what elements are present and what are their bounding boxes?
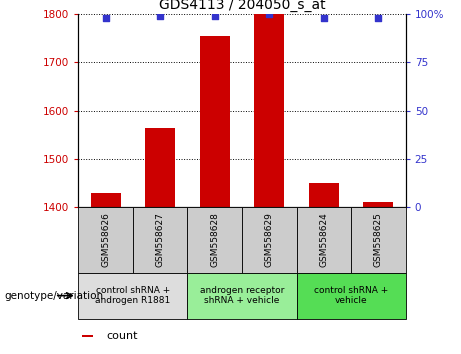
FancyBboxPatch shape — [351, 207, 406, 273]
Text: GSM558628: GSM558628 — [210, 212, 219, 267]
Bar — [309, 183, 339, 207]
FancyBboxPatch shape — [242, 207, 296, 273]
Bar — [363, 202, 393, 207]
Bar — [145, 127, 175, 207]
Point — [266, 11, 273, 17]
Point — [375, 15, 382, 21]
FancyBboxPatch shape — [188, 273, 296, 319]
FancyBboxPatch shape — [188, 207, 242, 273]
Text: control shRNA +
vehicle: control shRNA + vehicle — [314, 286, 388, 305]
FancyBboxPatch shape — [133, 207, 188, 273]
Text: GSM558625: GSM558625 — [374, 212, 383, 267]
Text: genotype/variation: genotype/variation — [5, 291, 104, 301]
FancyBboxPatch shape — [78, 273, 188, 319]
Point — [102, 15, 109, 21]
FancyBboxPatch shape — [296, 207, 351, 273]
Bar — [200, 36, 230, 207]
Text: GSM558627: GSM558627 — [156, 212, 165, 267]
Bar — [254, 14, 284, 207]
Bar — [91, 193, 121, 207]
Text: GSM558624: GSM558624 — [319, 212, 328, 267]
Bar — [82, 335, 93, 337]
FancyBboxPatch shape — [296, 273, 406, 319]
FancyBboxPatch shape — [78, 207, 133, 273]
Point — [157, 13, 164, 19]
Text: control shRNA +
androgen R1881: control shRNA + androgen R1881 — [95, 286, 171, 305]
Title: GDS4113 / 204050_s_at: GDS4113 / 204050_s_at — [159, 0, 325, 12]
Text: count: count — [106, 331, 138, 341]
Text: GSM558629: GSM558629 — [265, 212, 274, 267]
Point — [320, 15, 327, 21]
Text: androgen receptor
shRNA + vehicle: androgen receptor shRNA + vehicle — [200, 286, 284, 305]
Text: GSM558626: GSM558626 — [101, 212, 110, 267]
Point — [211, 13, 219, 19]
